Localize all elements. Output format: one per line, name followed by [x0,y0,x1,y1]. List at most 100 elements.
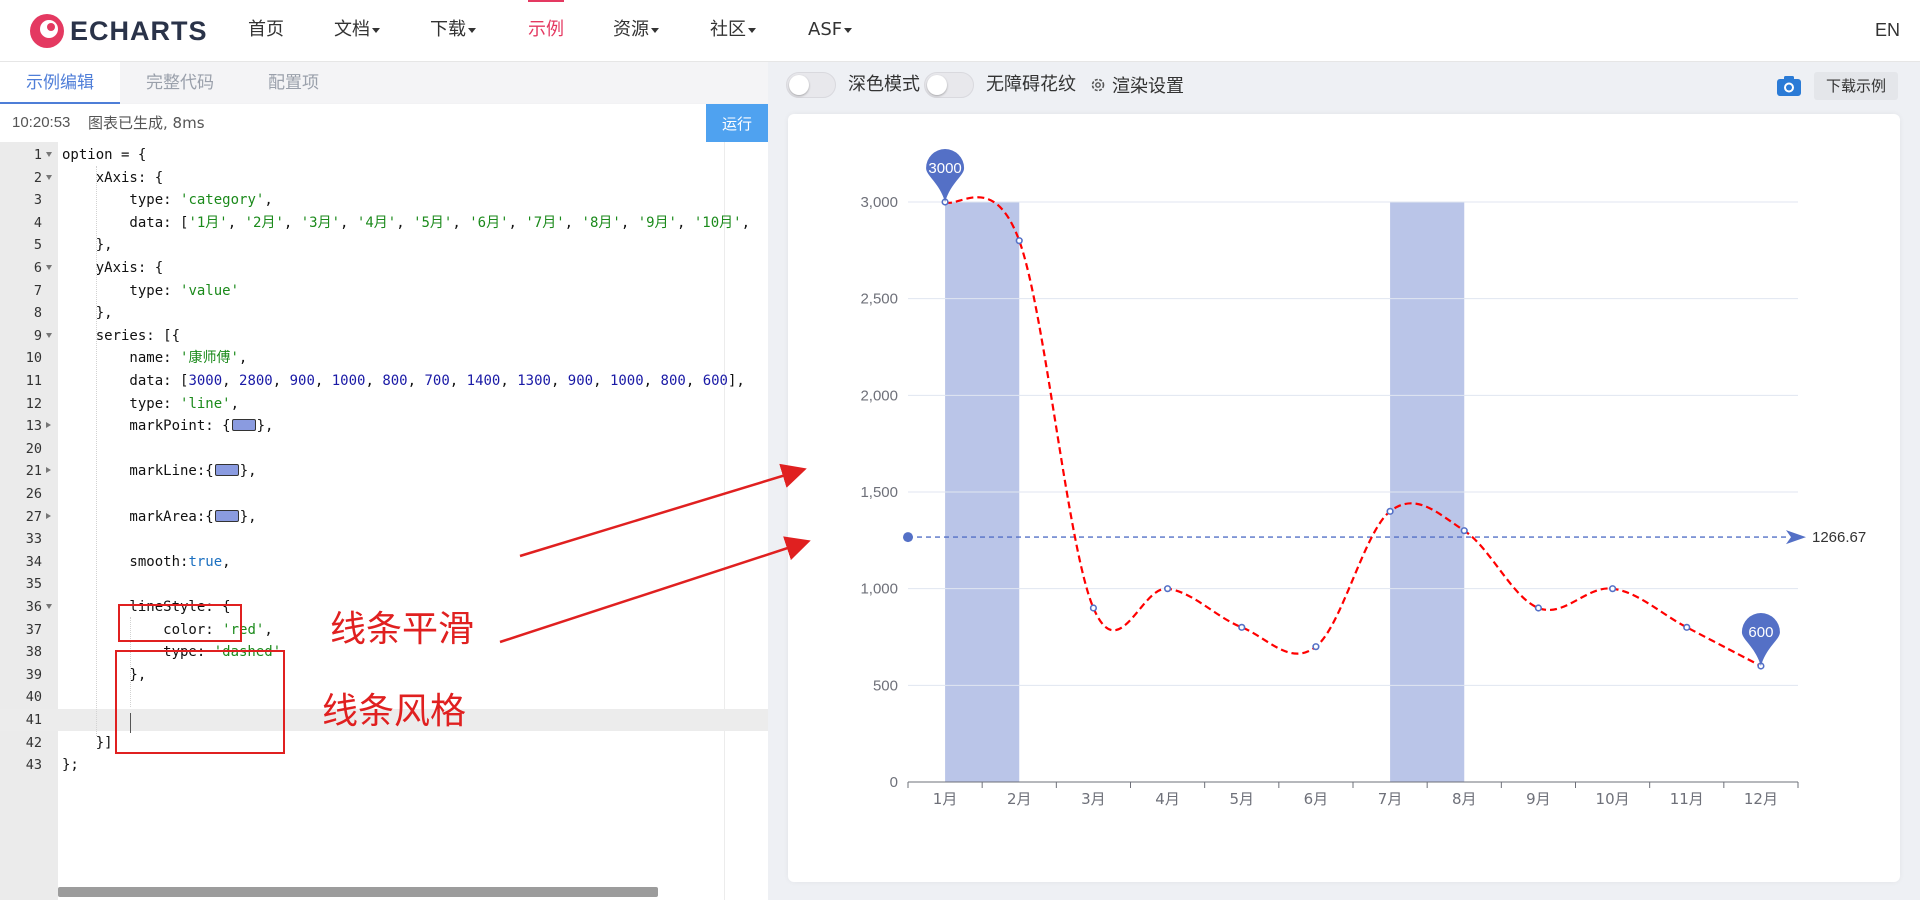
line-text: markLine:{}, [62,463,257,480]
nav-item-label: ASF [808,19,843,40]
fold-open-icon[interactable] [46,604,52,609]
code-line[interactable]: 34 smooth:true, [0,551,768,573]
nav-item-3[interactable]: 示例 [528,0,564,62]
code-line[interactable]: 21 markLine:{}, [0,460,768,482]
fold-open-icon[interactable] [46,174,52,180]
dark-mode-toggle[interactable] [786,72,836,98]
nav-item-0[interactable]: 首页 [248,0,284,62]
aria-pattern-label: 无障碍花纹 [986,74,1076,95]
code-line[interactable]: 11 data: [3000, 2800, 900, 1000, 800, 70… [0,370,768,392]
code-line[interactable]: 38 type: 'dashed' [0,641,768,663]
language-switch[interactable]: EN [1874,20,1900,40]
tab-options[interactable]: 配置项 [268,73,319,93]
code-line[interactable]: 2 xAxis: { [0,167,768,189]
nav-item-2[interactable]: 下载 [430,0,476,62]
line-number: 9 [33,327,42,344]
code-line[interactable]: 10 name: '康师傅', [0,347,768,369]
code-line[interactable]: 9 series: [{ [0,325,768,347]
line-text: markArea:{}, [62,508,257,525]
fold-closed-icon[interactable] [46,512,51,519]
code-line[interactable]: 12 type: 'line', [0,393,768,415]
fold-closed-icon[interactable] [46,467,51,474]
x-tick-label: 9月 [1526,790,1551,808]
nav-item-4[interactable]: 资源 [613,0,659,62]
aria-pattern-toggle[interactable] [924,72,974,98]
indent-guide [130,617,131,707]
y-tick-label: 1,500 [860,484,898,501]
editor-tabs: 示例编辑 完整代码 配置项 [0,62,768,104]
collapsed-code-widget[interactable] [231,419,256,432]
tab-full-code[interactable]: 完整代码 [146,73,214,93]
x-tick-label: 11月 [1670,790,1704,808]
render-settings-button[interactable]: 渲染设置 [1090,62,1184,108]
chevron-down-icon [748,27,756,33]
camera-icon[interactable] [1776,74,1802,98]
collapsed-code-widget[interactable] [214,464,239,477]
line-text: }] [62,734,113,751]
fold-closed-icon[interactable] [46,422,51,429]
code-line[interactable]: 1 option = { [0,144,768,166]
nav-item-label: 示例 [528,19,564,40]
code-line[interactable]: 35 [0,573,768,595]
code-line[interactable]: 26 [0,483,768,505]
x-tick-label: 4月 [1155,790,1180,808]
code-line[interactable]: 3 type: 'category', [0,189,768,211]
editor-panel: 示例编辑 完整代码 配置项 10:20:53 图表已生成, 8ms 运行 1 op… [0,62,768,900]
mark-line-label: 1266.67 [1812,529,1866,546]
code-line[interactable]: 43}; [0,754,768,776]
line-number: 41 [25,712,42,728]
x-tick-label: 2月 [1007,790,1032,808]
code-line[interactable]: 37 color: 'red', [0,619,768,641]
code-line[interactable]: 13 markPoint: {}, [0,415,768,437]
data-point [1608,585,1617,593]
line-number: 12 [25,395,42,412]
annotation-smooth: 线条平滑 [330,609,475,650]
code-line[interactable]: 20 [0,438,768,460]
top-navbar: ECHARTS 首页 文档 下载 示例 资源 社区 ASF EN [0,0,1920,62]
code-line[interactable]: 27 markArea:{}, [0,506,768,528]
mark-point-pin-icon [1741,613,1780,666]
echarts-logo[interactable]: ECHARTS [28,10,208,52]
line-number: 42 [25,734,42,751]
code-line[interactable]: 42 }] [0,732,768,754]
linestyle-highlight-box [115,650,285,754]
code-line[interactable]: 39 }, [0,664,768,686]
line-text: option = { [62,147,147,163]
horizontal-scrollbar[interactable] [58,887,658,897]
run-button[interactable]: 运行 [706,104,768,142]
nav-item-6[interactable]: ASF [808,0,853,62]
line-text: type: 'line', [62,395,240,412]
preview-panel: 深色模式 无障碍花纹 渲染设置 下载示例 0 500 1,000 1,500 2,000… [768,62,1920,900]
code-line[interactable]: 33 [0,528,768,550]
code-editor[interactable]: 1 option = {2 xAxis: {3 type: 'category',… [0,142,768,900]
nav-item-label: 文档 [334,19,370,40]
download-example-button[interactable]: 下载示例 [1814,72,1899,100]
code-line[interactable]: 5 }, [0,234,768,256]
code-line[interactable]: 36 lineStyle: { [0,596,768,618]
render-settings-label: 渲染设置 [1112,76,1184,97]
fold-open-icon[interactable] [46,332,52,338]
fold-open-icon[interactable] [46,265,52,270]
nav-item-1[interactable]: 文档 [334,0,380,62]
fold-open-icon[interactable] [46,152,52,157]
x-tick-label: 10月 [1596,790,1630,808]
code-line[interactable]: 6 yAxis: { [0,257,768,279]
code-line[interactable]: 40 [0,686,768,708]
tab-example-edit[interactable]: 示例编辑 [0,62,120,104]
line-number: 2 [33,169,42,186]
nav-item-5[interactable]: 社区 [710,0,756,62]
line-number: 11 [25,373,42,389]
data-point [1238,623,1246,631]
code-line[interactable]: 41 [0,709,768,731]
y-tick-label: 500 [873,677,898,694]
line-number: 10 [25,350,42,367]
line-number: 35 [25,576,42,593]
code-line[interactable]: 8 }, [0,302,768,324]
x-tick-label: 5月 [1229,790,1254,808]
collapsed-code-widget[interactable] [214,509,239,522]
gear-icon [1091,78,1105,92]
code-line[interactable]: 4 data: ['1月', '2月', '3月', '4月', '5月', '… [0,212,768,234]
mark-line-start-dot [903,532,913,543]
nav-item-label: 社区 [710,19,746,40]
code-line[interactable]: 7 type: 'value' [0,280,768,302]
